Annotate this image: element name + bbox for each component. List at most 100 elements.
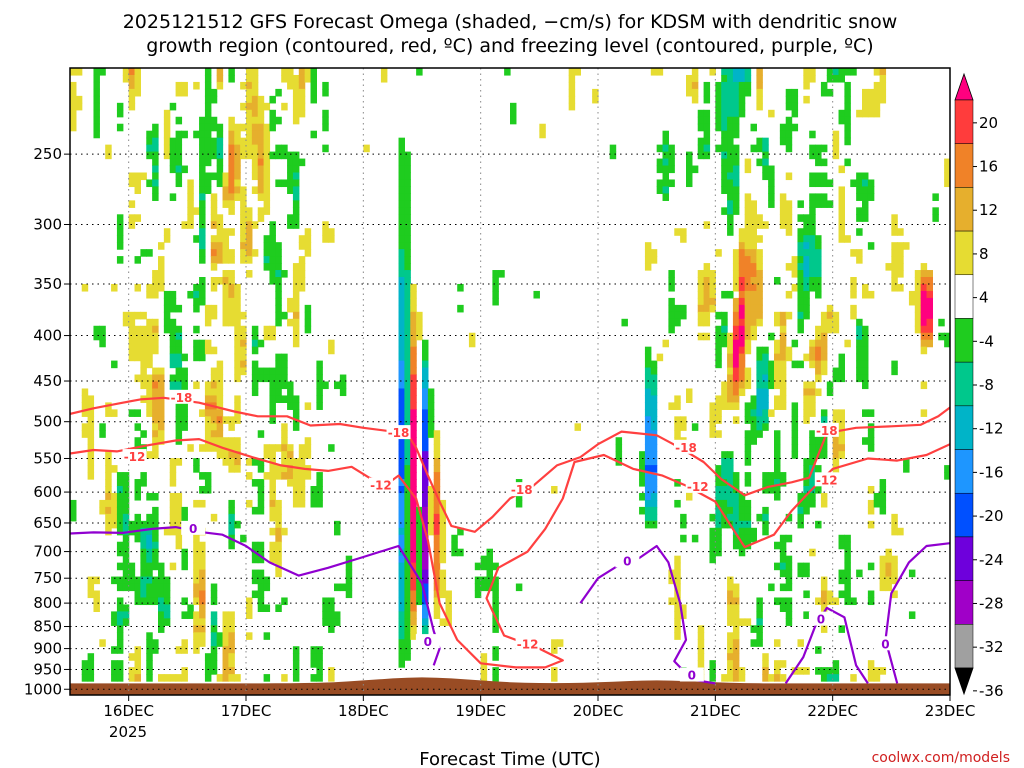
omega-cell: [662, 179, 669, 188]
omega-cell: [797, 318, 804, 327]
omega-cell: [926, 283, 933, 292]
omega-cell: [416, 541, 423, 550]
omega-cell: [433, 611, 441, 619]
omega-cell: [756, 158, 763, 167]
omega-cell: [797, 228, 804, 236]
contour-label-bg: [169, 389, 194, 404]
omega-cell: [404, 242, 411, 250]
omega-cell: [644, 423, 652, 431]
omega-cell: [404, 270, 411, 278]
omega-cell: [779, 374, 787, 383]
omega-cell: [826, 311, 834, 320]
omega-cell: [750, 430, 757, 438]
omega-cell: [738, 548, 746, 557]
omega-cell: [246, 242, 253, 250]
omega-cell: [762, 395, 769, 403]
omega-cell: [175, 423, 183, 431]
omega-cell: [257, 130, 265, 139]
omega-cell: [862, 437, 869, 445]
omega-cell: [234, 304, 241, 313]
omega-cell: [222, 660, 229, 668]
omega-cell: [891, 513, 898, 522]
omega-cell: [809, 339, 816, 348]
omega-cell: [116, 597, 124, 606]
omega-cell: [756, 611, 763, 619]
omega-cell: [762, 506, 769, 515]
omega-cell: [867, 520, 875, 529]
omega-cell: [128, 562, 136, 571]
omega-cell: [140, 479, 147, 487]
omega-cell: [732, 172, 740, 181]
omega-cell: [328, 618, 335, 626]
omega-cell: [650, 367, 658, 376]
omega-cell: [727, 667, 734, 675]
omega-cell: [404, 353, 411, 362]
omega-cell: [903, 242, 910, 250]
omega-cell: [727, 513, 734, 522]
omega-cell: [292, 402, 300, 410]
omega-cell: [269, 486, 276, 494]
x-axis: 16DEC 17DEC 18DEC 19DEC 20DEC 21DEC 22DEC 23DEC: [103, 695, 975, 720]
omega-cell: [815, 388, 822, 397]
omega-cell: [169, 472, 177, 480]
omega-cell: [914, 311, 922, 320]
omega-cell: [862, 88, 869, 97]
omega-cell: [287, 297, 294, 306]
omega-cell: [398, 186, 405, 194]
omega-cell: [920, 311, 928, 320]
omega-cell: [750, 437, 757, 445]
omega-cell: [738, 667, 746, 675]
omega-cell: [251, 186, 259, 194]
colorbar-label: 8: [979, 245, 989, 263]
omega-cell: [398, 527, 405, 536]
omega-cell: [732, 618, 740, 626]
omega-cell: [122, 555, 130, 564]
contour-label-0: 0: [817, 613, 825, 627]
omega-cell: [615, 444, 623, 452]
omega-cell: [862, 325, 869, 334]
omega-cell: [732, 318, 740, 327]
omega-cell: [674, 611, 681, 619]
omega-cell: [163, 109, 171, 118]
omega-cell: [263, 583, 271, 592]
omega-cell: [650, 486, 658, 494]
omega-cell: [650, 479, 658, 487]
omega-cell: [738, 290, 746, 299]
omega-cell: [404, 583, 411, 592]
omega-cell: [70, 102, 77, 111]
omega-cell: [404, 639, 411, 647]
omega-cell: [334, 611, 341, 619]
omega-cell: [175, 137, 183, 146]
omega-cell: [404, 472, 411, 480]
omega-cell: [193, 353, 200, 362]
omega-cell: [210, 437, 218, 445]
omega-cell: [140, 562, 147, 571]
omega-cell: [422, 416, 429, 424]
omega-cell: [856, 569, 863, 578]
omega-cell: [116, 520, 124, 529]
omega-cell: [158, 430, 165, 438]
omega-cell: [768, 374, 775, 383]
omega-cell: [204, 88, 212, 97]
omega-cell: [275, 116, 282, 125]
omega-cell: [228, 193, 235, 201]
omega-cell: [556, 639, 564, 647]
omega-cell: [257, 193, 265, 201]
omega-cell: [492, 625, 499, 633]
omega-cell: [122, 499, 130, 508]
omega-cell: [410, 332, 417, 341]
omega-cell: [81, 283, 89, 292]
omega-cell: [134, 179, 141, 188]
omega-cell: [199, 597, 206, 606]
omega-cell: [468, 332, 476, 341]
omega-cell: [422, 409, 429, 417]
omega-cell: [181, 353, 188, 362]
omega-cell: [251, 68, 259, 76]
omega-cell: [727, 367, 734, 376]
omega-cell: [175, 520, 183, 529]
omega-cell: [410, 604, 417, 612]
omega-cell: [738, 381, 746, 390]
omega-cell: [292, 325, 300, 334]
omega-cell: [644, 395, 652, 403]
omega-cell: [228, 165, 235, 174]
